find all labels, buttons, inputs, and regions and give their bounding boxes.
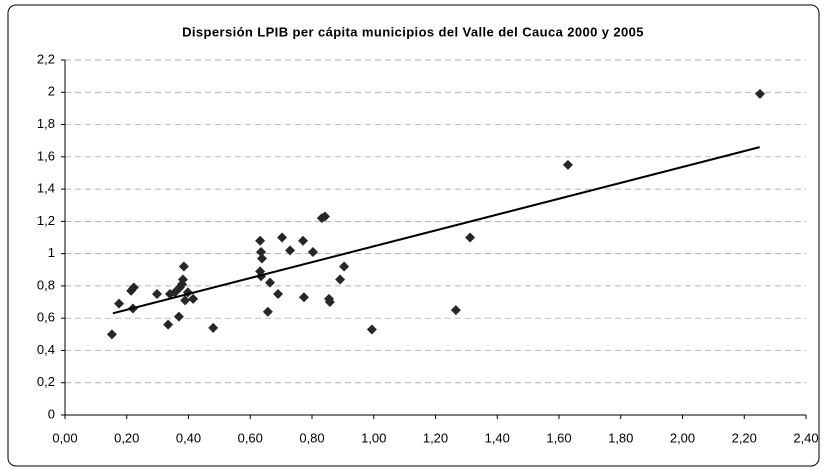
y-tick-label: 1,6 — [37, 148, 55, 163]
x-tick-label: 0,60 — [238, 430, 263, 445]
y-tick-label: 0,8 — [37, 277, 55, 292]
point — [339, 261, 350, 272]
point — [307, 247, 318, 258]
x-tick-label: 2,20 — [732, 430, 757, 445]
y-tick-label: 0,4 — [37, 342, 55, 357]
point — [366, 324, 377, 335]
point — [114, 298, 125, 309]
x-tick-label: 2,40 — [793, 430, 818, 445]
point — [562, 159, 573, 170]
y-tick-label: 0,2 — [37, 374, 55, 389]
point — [152, 288, 163, 299]
y-tick-label: 1,2 — [37, 213, 55, 228]
y-tick-label: 2,2 — [37, 51, 55, 66]
x-tick-label: 1,40 — [485, 430, 510, 445]
point — [298, 292, 309, 303]
y-tick-label: 2 — [48, 84, 55, 99]
x-tick-label: 0,40 — [176, 430, 201, 445]
y-tick-label: 1,4 — [37, 181, 55, 196]
point — [335, 274, 346, 285]
x-tick-label: 0,80 — [299, 430, 324, 445]
point — [262, 306, 273, 317]
x-tick-label: 0,20 — [114, 430, 139, 445]
point — [255, 235, 266, 246]
y-tick-label: 1,8 — [37, 116, 55, 131]
x-tick-label: 1,80 — [608, 430, 633, 445]
x-tick-label: 1,00 — [361, 430, 386, 445]
x-tick-label: 1,60 — [546, 430, 571, 445]
point — [180, 295, 191, 306]
chart-title: Dispersión LPIB per cápita municipios de… — [182, 24, 644, 39]
point — [324, 297, 335, 308]
point — [256, 253, 267, 264]
y-tick-label: 1 — [48, 245, 55, 260]
point — [319, 211, 330, 222]
point — [298, 235, 309, 246]
point — [208, 322, 219, 333]
point — [128, 282, 139, 293]
point — [106, 329, 117, 340]
point — [163, 319, 174, 330]
point — [277, 232, 288, 243]
x-tick-label: 2,00 — [670, 430, 695, 445]
x-tick-label: 0,00 — [52, 430, 77, 445]
y-tick-label: 0 — [48, 406, 55, 421]
point — [173, 311, 184, 322]
point — [273, 288, 284, 299]
x-tick-label: 1,20 — [423, 430, 448, 445]
point — [285, 245, 296, 256]
point — [188, 293, 199, 304]
point — [465, 232, 476, 243]
point — [450, 305, 461, 316]
point — [256, 247, 267, 258]
point — [178, 261, 189, 272]
point — [754, 88, 765, 99]
y-tick-label: 0,6 — [37, 310, 55, 325]
point — [177, 279, 188, 290]
point — [265, 277, 276, 288]
trendline — [112, 146, 760, 315]
